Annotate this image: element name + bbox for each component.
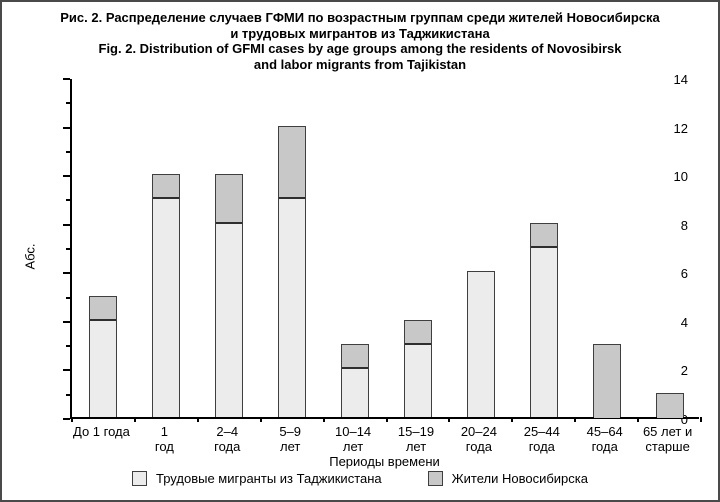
bar-segment-residents: [593, 345, 620, 418]
y-tick-label: 2: [680, 363, 688, 379]
legend-label-migrants: Трудовые мигранты из Таджикистана: [156, 471, 382, 486]
y-tick-minor: [66, 393, 70, 396]
y-tick-major: [63, 126, 70, 129]
x-tick: [511, 417, 514, 422]
title-line-ru-2: и трудовых мигрантов из Таджикистана: [230, 25, 490, 41]
stacked-bar: [529, 222, 558, 417]
x-axis-title: Периоды времени: [329, 454, 440, 469]
x-tick: [196, 417, 199, 422]
plot-area: 0 2 4 6 8 10 12 14: [63, 73, 702, 426]
legend-swatch-migrants: [132, 471, 148, 486]
stacked-bar: [655, 392, 684, 418]
x-tick: [385, 417, 388, 422]
y-tick-minor: [66, 102, 70, 105]
y-tick-label: 10: [673, 169, 688, 185]
y-tick-label: 14: [673, 72, 688, 87]
y-tick-major: [63, 320, 70, 323]
bar-segment-residents: [404, 320, 431, 346]
legend-item-residents: Жители Новосибирска: [427, 471, 588, 486]
x-category-label: 65 лет и старше: [642, 424, 693, 454]
x-category-label: 25–44 года: [523, 424, 560, 454]
y-tick-major: [63, 175, 70, 178]
stacked-bar: [341, 344, 370, 417]
bar-segment-residents: [216, 175, 243, 224]
figure-title: Рис. 2. Распределение случаев ГФМИ по во…: [2, 10, 718, 72]
stacked-bar: [403, 319, 432, 417]
legend-swatch-residents: [427, 471, 443, 486]
x-tick: [574, 417, 577, 422]
x-category-label: 20–24 года: [460, 424, 497, 454]
bar-segment-residents: [279, 126, 306, 200]
legend-label-residents: Жители Новосибирска: [451, 471, 588, 486]
y-tick-major: [63, 78, 70, 80]
x-category-label: 45–64 года: [586, 424, 623, 454]
x-category-label: 10–14 лет: [335, 424, 372, 454]
x-tick: [448, 417, 451, 422]
stacked-bar: [89, 295, 118, 417]
title-line-en-1: Fig. 2. Distribution of GFMI cases by ag…: [98, 41, 622, 56]
x-tick: [133, 417, 136, 422]
bar-segment-residents: [530, 223, 557, 248]
stacked-bar: [592, 344, 621, 418]
stacked-bar: [152, 174, 181, 417]
stacked-bar: [466, 271, 495, 417]
x-category-label: До 1 года: [73, 424, 130, 439]
y-tick-minor: [66, 150, 70, 153]
x-category-labels: До 1 года 1 год 2–4 года 5–9 лет 10–14 лет 15–19 л…: [70, 424, 699, 454]
bar-segment-residents: [90, 296, 117, 321]
y-tick-minor: [66, 248, 70, 250]
y-tick-label: 12: [673, 120, 688, 136]
title-line-en-2: and labor migrants from Tajikistan: [253, 56, 467, 72]
legend-item-migrants: Трудовые мигранты из Таджикистана: [132, 471, 382, 486]
bar-segment-residents: [153, 175, 180, 200]
x-category-label: 1 год: [154, 424, 174, 454]
y-tick-label: 6: [680, 266, 688, 282]
x-tick: [259, 417, 262, 422]
x-tick: [700, 417, 702, 422]
bar-segment-residents: [656, 393, 683, 418]
y-tick-minor: [66, 345, 70, 348]
y-tick-minor: [66, 296, 70, 299]
y-tick-label: 0: [680, 412, 688, 427]
x-tick: [71, 417, 73, 422]
bar-segment-residents: [342, 345, 369, 370]
y-tick-major: [63, 418, 70, 420]
y-tick-major: [63, 272, 70, 275]
y-tick-label: 8: [680, 217, 688, 233]
x-category-label: 5–9 лет: [279, 424, 302, 454]
legend: Трудовые мигранты из Таджикистана Жители…: [2, 471, 718, 486]
y-axis-label: Абс.: [22, 243, 38, 270]
stacked-bar: [278, 125, 307, 417]
x-category-label: 15–19 лет: [397, 424, 435, 454]
y-tick-major: [63, 369, 70, 372]
stacked-bar: [215, 174, 244, 417]
x-tick: [322, 417, 325, 422]
x-tick: [637, 417, 640, 422]
title-line-ru-1: Рис. 2. Распределение случаев ГФМИ по во…: [60, 10, 660, 25]
y-tick-label: 4: [680, 314, 688, 330]
y-tick-major: [63, 223, 70, 226]
y-tick-minor: [66, 199, 70, 202]
x-category-label: 2–4 года: [214, 424, 241, 454]
